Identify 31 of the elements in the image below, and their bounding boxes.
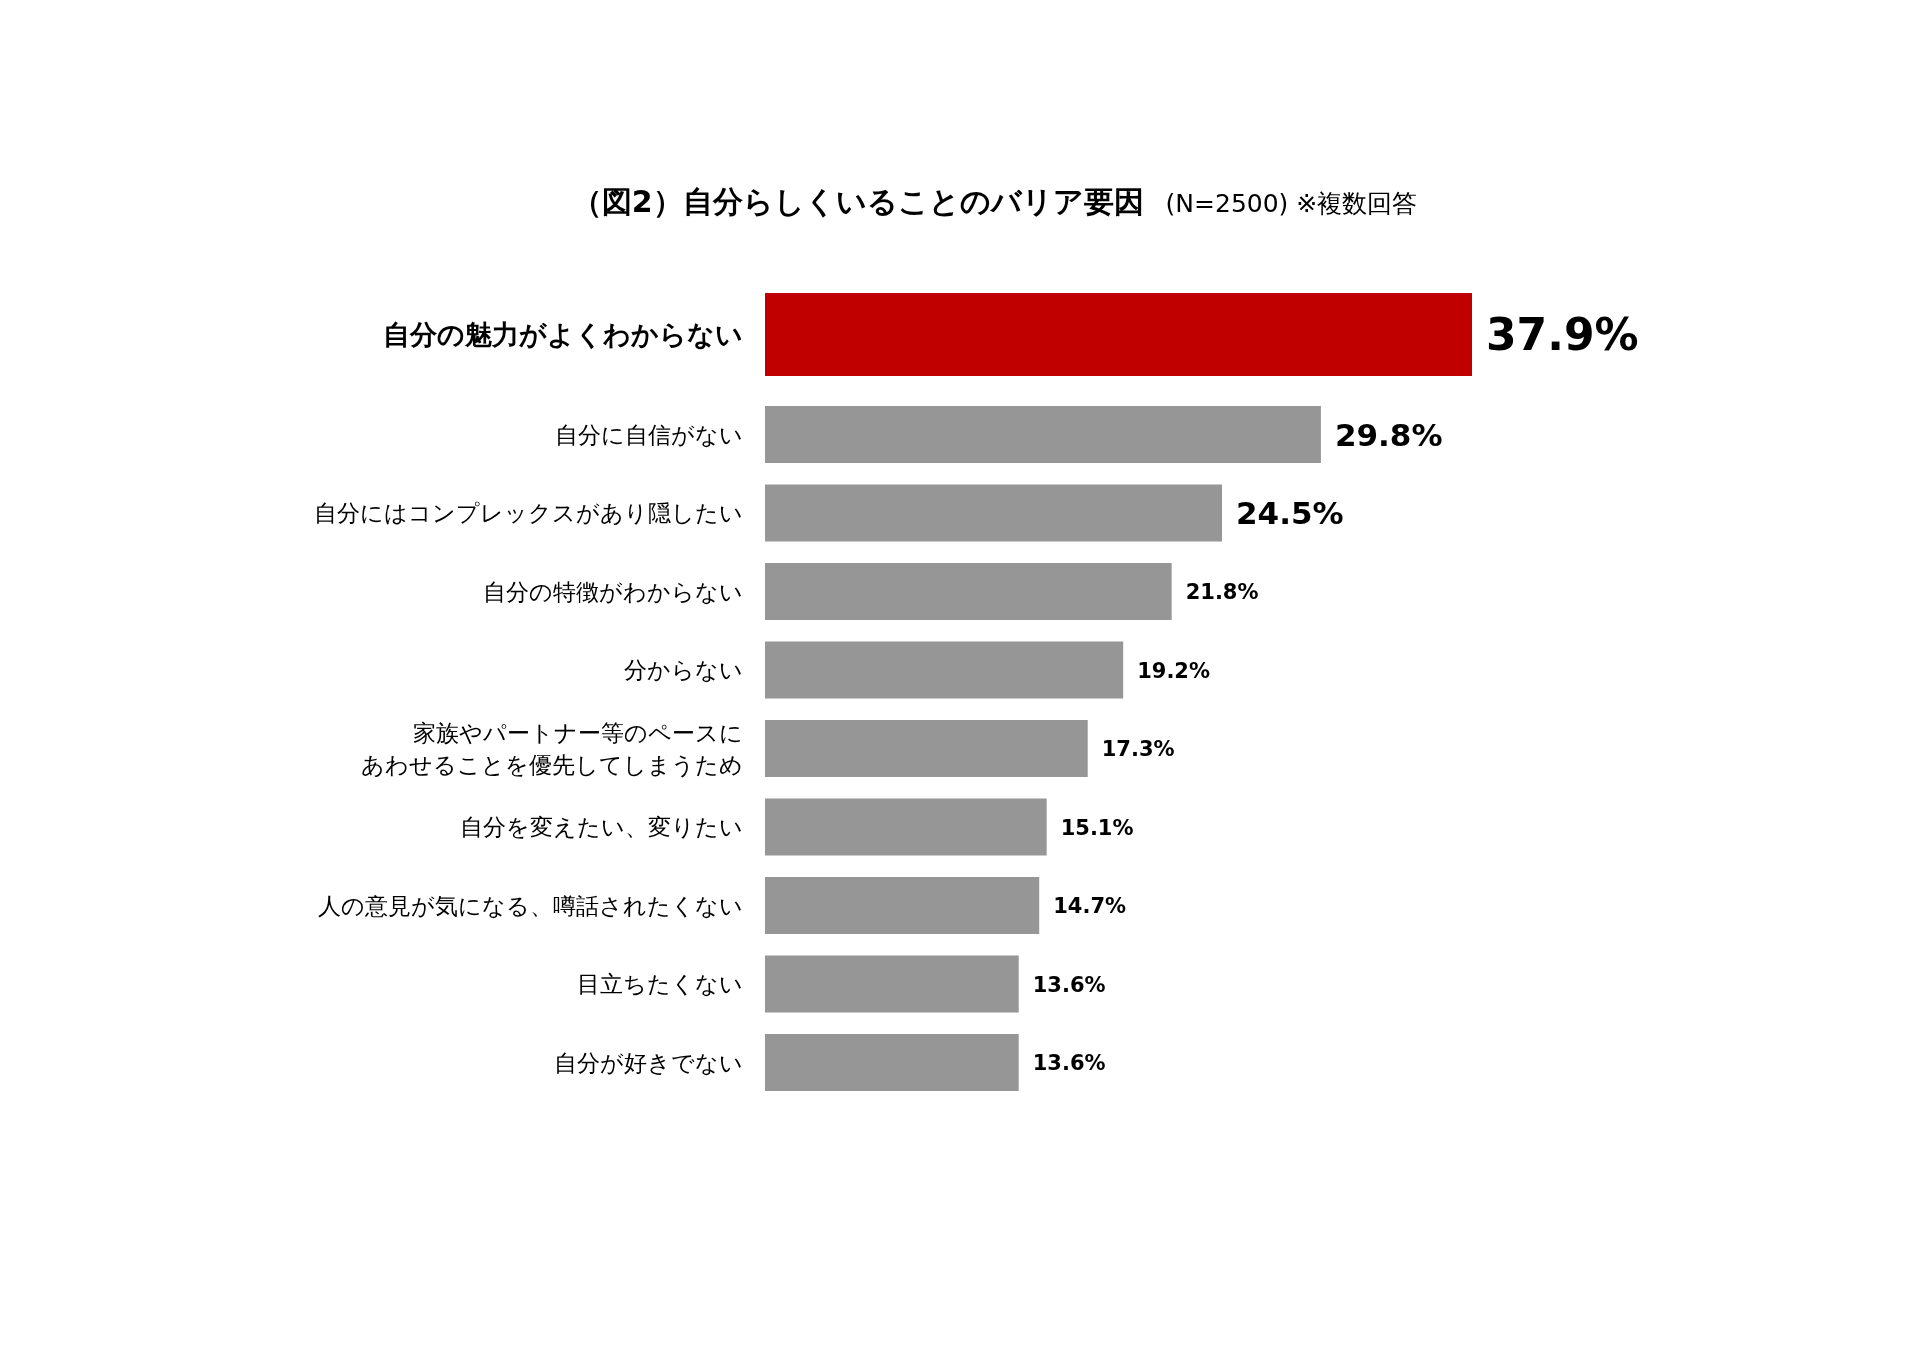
chart-title: （図2）自分らしくいることのバリア要因 xyxy=(571,184,1144,219)
bar xyxy=(765,406,1321,463)
data-label: 29.8% xyxy=(1334,416,1443,453)
y-tick-label: 自分に自信がない xyxy=(555,421,743,448)
y-tick-label: 目立ちたくない xyxy=(577,971,743,998)
data-label: 13.6% xyxy=(1032,972,1106,997)
bar xyxy=(765,955,1019,1013)
y-tick-label: 人の意見が気になる、噂話されたくない xyxy=(318,892,743,919)
y-tick-label: 自分を変えたい、変りたい xyxy=(460,814,743,841)
y-tick-label: 自分の魅力がよくわからない xyxy=(383,319,743,351)
y-tick-label: 家族やパートナー等のペースにあわせることを優先してしまうため xyxy=(361,719,743,778)
bar xyxy=(765,563,1172,620)
bar xyxy=(765,798,1047,856)
bar xyxy=(765,720,1088,777)
data-label: 21.8% xyxy=(1185,580,1259,605)
bar xyxy=(765,1034,1019,1091)
bar xyxy=(765,484,1223,542)
data-label: 13.6% xyxy=(1032,1051,1106,1076)
data-label: 37.9% xyxy=(1486,309,1639,361)
y-tick-label: 自分にはコンプレックスがあり隠したい xyxy=(314,500,743,527)
chart-subtitle: (N=2500) ※複数回答 xyxy=(1165,189,1418,218)
data-label: 17.3% xyxy=(1101,737,1175,762)
bar xyxy=(765,877,1040,934)
y-tick-label: 分からない xyxy=(624,657,743,684)
data-label: 24.5% xyxy=(1236,495,1344,532)
y-tick-label: 自分の特徴がわからない xyxy=(483,578,743,605)
bar xyxy=(765,641,1124,699)
y-tick-label: 自分が好きでない xyxy=(554,1049,743,1076)
data-label: 14.7% xyxy=(1053,894,1127,919)
data-label: 19.2% xyxy=(1137,658,1211,683)
data-label: 15.1% xyxy=(1060,815,1134,840)
